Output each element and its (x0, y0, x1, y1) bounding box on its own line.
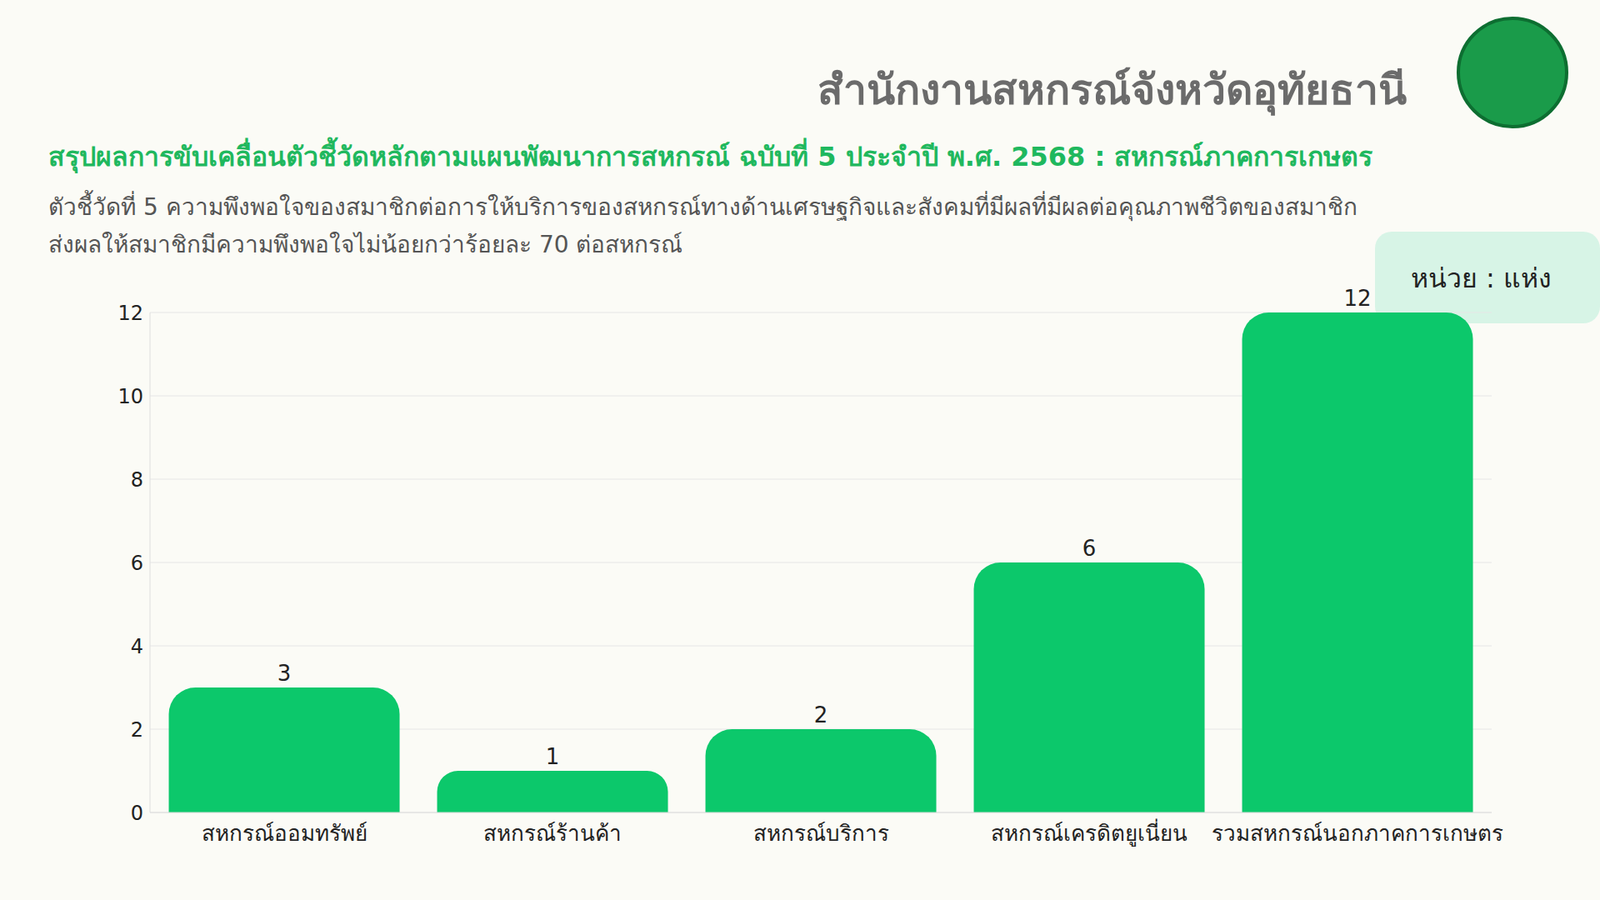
svg-text:2: 2 (130, 718, 144, 742)
html-text:สำนักงานสหกรณ์จังหวัดอุทัยธานี: สำนักงานสหกรณ์จังหวัดอุทัยธานี (817, 65, 1407, 115)
svg-text:4: 4 (130, 635, 144, 659)
svg-text:1: 1 (545, 744, 560, 770)
svg-text:12: 12 (1343, 285, 1371, 311)
svg-text:6: 6 (130, 551, 144, 575)
svg-text:3: 3 (277, 660, 292, 686)
html-text:หน่วย : แห่ง: หน่วย : แห่ง (1410, 262, 1552, 295)
html-text:ตัวชี้วัดที่ 5 ความพึงพอใจของส: ตัวชี้วัดที่ 5 ความพึงพอใจของสมาชิกต่อกา… (48, 193, 1358, 221)
html-text:ส่งผลให้สมาชิกมีความพึงพอใจไม่: ส่งผลให้สมาชิกมีความพึงพอใจไม่น้อยกว่าร้… (48, 230, 683, 259)
svg-text:6: 6 (1082, 535, 1097, 561)
svg-text:สหกรณ์บริการ: สหกรณ์บริการ (753, 820, 890, 846)
svg-text:2: 2 (814, 702, 829, 728)
svg-text:8: 8 (130, 468, 144, 492)
svg-text:สหกรณ์เครดิตยูเนี่ยน: สหกรณ์เครดิตยูเนี่ยน (990, 818, 1188, 847)
svg-text:12: 12 (117, 301, 144, 325)
svg-text:สหกรณ์ออมทรัพย์: สหกรณ์ออมทรัพย์ (201, 820, 368, 846)
html-text:สรุปผลการขับเคลื่อนตัวชี้วัดหล: สรุปผลการขับเคลื่อนตัวชี้วัดหลักตามแผนพั… (48, 140, 1373, 173)
svg-text:10: 10 (117, 385, 144, 409)
svg-text:สหกรณ์ร้านค้า: สหกรณ์ร้านค้า (483, 820, 622, 846)
svg-text:รวมสหกรณ์นอกภาคการเกษตร: รวมสหกรณ์นอกภาคการเกษตร (1211, 820, 1504, 846)
svg-text:0: 0 (130, 801, 144, 825)
